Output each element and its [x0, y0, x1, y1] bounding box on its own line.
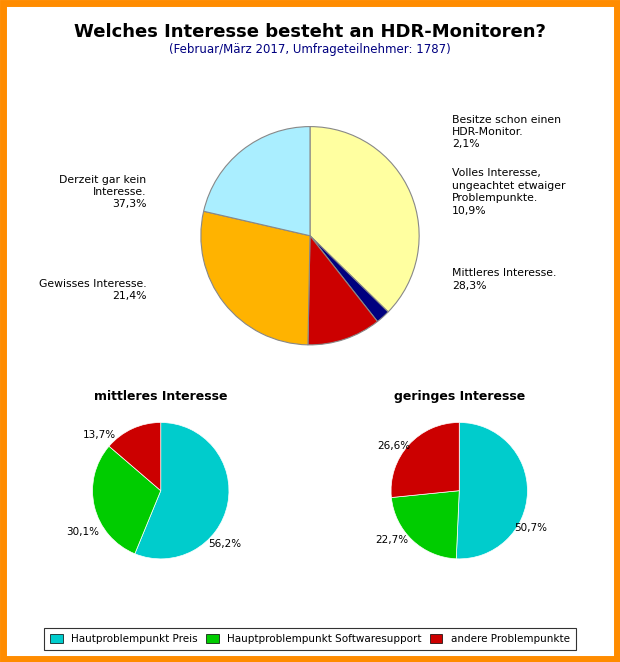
Text: Gewisses Interesse.
21,4%: Gewisses Interesse. 21,4%: [38, 279, 146, 301]
Text: 26,6%: 26,6%: [377, 442, 410, 451]
Title: mittleres Interesse: mittleres Interesse: [94, 390, 228, 403]
Text: Derzeit gar kein
Interesse.
37,3%: Derzeit gar kein Interesse. 37,3%: [59, 175, 146, 209]
Text: Welches Interesse besteht an HDR-Monitoren?: Welches Interesse besteht an HDR-Monitor…: [74, 23, 546, 41]
Text: Volles Interesse,
ungeachtet etwaiger
Problempunkte.
10,9%: Volles Interesse, ungeachtet etwaiger Pr…: [452, 168, 565, 216]
Text: (Februar/März 2017, Umfrageteilnehmer: 1787): (Februar/März 2017, Umfrageteilnehmer: 1…: [169, 43, 451, 56]
Wedge shape: [310, 236, 388, 322]
Wedge shape: [203, 126, 310, 236]
Text: 50,7%: 50,7%: [514, 523, 547, 533]
Wedge shape: [308, 236, 378, 345]
Wedge shape: [109, 422, 161, 491]
Wedge shape: [310, 126, 419, 312]
Wedge shape: [391, 422, 459, 498]
Wedge shape: [135, 422, 229, 559]
Wedge shape: [92, 446, 161, 554]
Wedge shape: [391, 491, 459, 559]
Text: 56,2%: 56,2%: [208, 539, 242, 549]
Title: geringes Interesse: geringes Interesse: [394, 390, 525, 403]
Legend: Hautproblempunkt Preis, Hauptproblempunkt Softwaresupport, andere Problempunkte: Hautproblempunkt Preis, Hauptproblempunk…: [44, 628, 576, 650]
Text: 30,1%: 30,1%: [66, 526, 99, 537]
Text: 13,7%: 13,7%: [83, 430, 117, 440]
Wedge shape: [201, 211, 310, 345]
Text: Mittleres Interesse.
28,3%: Mittleres Interesse. 28,3%: [452, 268, 556, 291]
Text: Besitze schon einen
HDR-Monitor.
2,1%: Besitze schon einen HDR-Monitor. 2,1%: [452, 115, 561, 150]
Wedge shape: [456, 422, 528, 559]
Text: 22,7%: 22,7%: [375, 535, 408, 545]
